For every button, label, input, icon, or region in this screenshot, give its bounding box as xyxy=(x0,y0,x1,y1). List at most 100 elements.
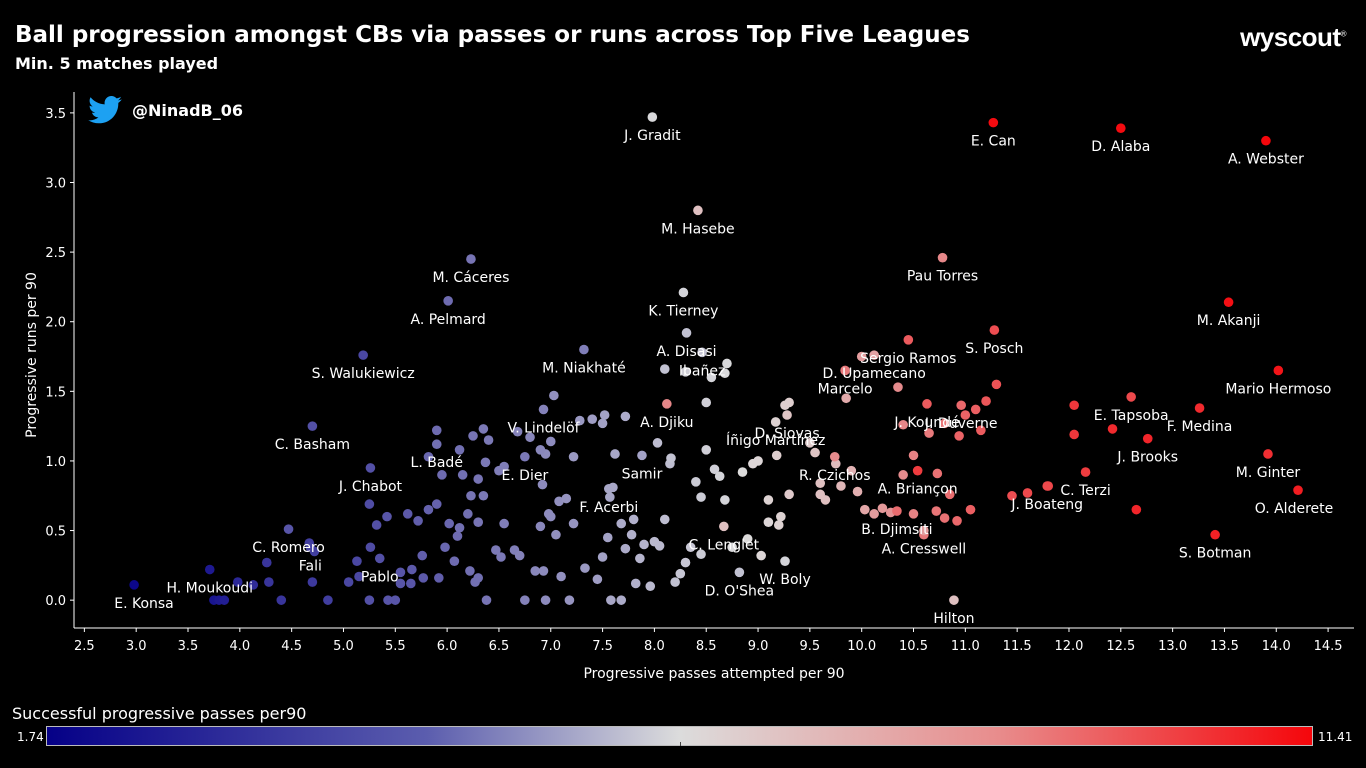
scatter-point xyxy=(639,539,649,550)
scatter-point-labeled xyxy=(204,564,215,575)
scatter-point xyxy=(714,471,725,482)
x-tick-label: 4.0 xyxy=(229,639,250,654)
scatter-point xyxy=(481,595,492,605)
scatter-point xyxy=(931,506,942,516)
scatter-point xyxy=(483,435,494,445)
x-tick-label: 10.5 xyxy=(899,639,928,654)
x-tick-label: 9.0 xyxy=(748,639,769,654)
scatter-point-labeled xyxy=(681,328,692,338)
scatter-point xyxy=(1069,400,1079,411)
point-label: R. Czichos xyxy=(799,468,871,484)
x-tick-label: 11.0 xyxy=(951,639,980,654)
scatter-point xyxy=(478,424,489,434)
point-label: Íñigo Martínez xyxy=(726,432,825,449)
scatter-point xyxy=(756,550,766,561)
scatter-point xyxy=(1131,504,1142,515)
point-label: O. Alderete xyxy=(1255,501,1333,517)
point-label: J. Gradit xyxy=(623,128,681,144)
scatter-point xyxy=(440,542,450,553)
chart-subtitle: Min. 5 matches played xyxy=(15,54,219,73)
scatter-point-labeled xyxy=(283,524,294,534)
twitter-handle: @NinadB_06 xyxy=(88,96,243,124)
brand-mark: ® xyxy=(1340,29,1347,39)
point-label: Hilton xyxy=(933,611,974,627)
point-label: Pau Torres xyxy=(907,269,978,285)
scatter-point xyxy=(383,595,393,605)
scatter-point xyxy=(720,368,730,379)
point-label: D. Alaba xyxy=(1091,139,1150,155)
scatter-point-labeled xyxy=(949,595,959,605)
scatter-point xyxy=(701,397,712,408)
scatter-point xyxy=(431,499,442,509)
point-label: M. Cáceres xyxy=(432,270,509,286)
point-label: C. Romero xyxy=(252,540,325,556)
scatter-point xyxy=(354,571,364,582)
scatter-point xyxy=(753,456,763,466)
scatter-point-labeled xyxy=(988,117,999,128)
scatter-point xyxy=(836,481,846,491)
scatter-point xyxy=(965,504,976,515)
scatter-point-labeled xyxy=(956,400,966,411)
colorbar-min: 1.74 xyxy=(17,730,44,744)
scatter-point-labeled xyxy=(466,254,476,264)
scatter-point xyxy=(248,580,259,590)
scatter-point-labeled xyxy=(1116,123,1126,133)
scatter-point xyxy=(452,531,463,541)
x-tick-label: 5.5 xyxy=(385,639,406,654)
scatter-point xyxy=(232,577,243,587)
scatter-point xyxy=(538,566,549,576)
scatter-point xyxy=(423,451,434,462)
scatter-point xyxy=(549,390,559,401)
scatter-point xyxy=(437,470,447,480)
scatter-point xyxy=(1069,429,1079,440)
scatter-point-labeled xyxy=(662,399,672,409)
scatter-point-labeled xyxy=(579,344,589,355)
scatter-point-labeled xyxy=(1223,297,1234,308)
point-label: A. Pelmard xyxy=(411,312,486,328)
point-label: A. Djiku xyxy=(640,415,693,431)
scatter-point xyxy=(580,563,590,573)
scatter-point xyxy=(606,595,616,605)
scatter-point xyxy=(554,496,564,507)
scatter-point xyxy=(815,489,826,500)
scatter-point-labeled xyxy=(912,465,923,476)
colorbar-max: 11.41 xyxy=(1318,730,1353,744)
scatter-point xyxy=(659,514,670,525)
scatter-point xyxy=(773,520,784,530)
scatter-point xyxy=(473,517,484,527)
scatter-point-labeled xyxy=(358,350,368,360)
scatter-point-labeled xyxy=(1194,403,1205,413)
scatter-point xyxy=(520,595,530,605)
scatter-point-labeled xyxy=(637,450,647,461)
scatter-point xyxy=(898,419,908,430)
scatter-point xyxy=(635,553,645,564)
x-tick-label: 13.0 xyxy=(1158,639,1187,654)
scatter-point xyxy=(626,529,637,540)
scatter-point xyxy=(960,410,971,420)
scatter-point xyxy=(893,382,903,392)
scatter-point xyxy=(722,358,732,369)
x-tick-label: 11.5 xyxy=(1003,639,1032,654)
scatter-point xyxy=(545,436,556,447)
scatter-point xyxy=(434,573,444,583)
scatter-point xyxy=(454,444,465,455)
scatter-point xyxy=(444,518,454,529)
scatter-point xyxy=(944,489,955,500)
point-label: F. Medina xyxy=(1167,419,1233,435)
scatter-point xyxy=(706,372,717,383)
scatter-point xyxy=(364,595,375,605)
scatter-point xyxy=(1022,488,1033,498)
scatter-chart: 2.5 3.0 3.5 4.0 4.5 5.0 5.5 6.0 6.5 7.0 7.5 8.0 8.5 9… xyxy=(24,92,1354,682)
scatter-point xyxy=(365,542,376,553)
x-tick-label: 5.0 xyxy=(333,639,354,654)
scatter-point-labeled xyxy=(129,580,139,590)
scatter-point-labeled xyxy=(829,451,840,462)
point-label: M. Akanji xyxy=(1197,313,1261,329)
scatter-point xyxy=(691,477,701,487)
scatter-point xyxy=(307,577,318,587)
scatter-point-labeled xyxy=(1126,392,1136,402)
scatter-point xyxy=(543,509,554,519)
scatter-point xyxy=(535,521,546,532)
scatter-point-labeled xyxy=(903,335,914,345)
scatter-point xyxy=(939,418,950,429)
